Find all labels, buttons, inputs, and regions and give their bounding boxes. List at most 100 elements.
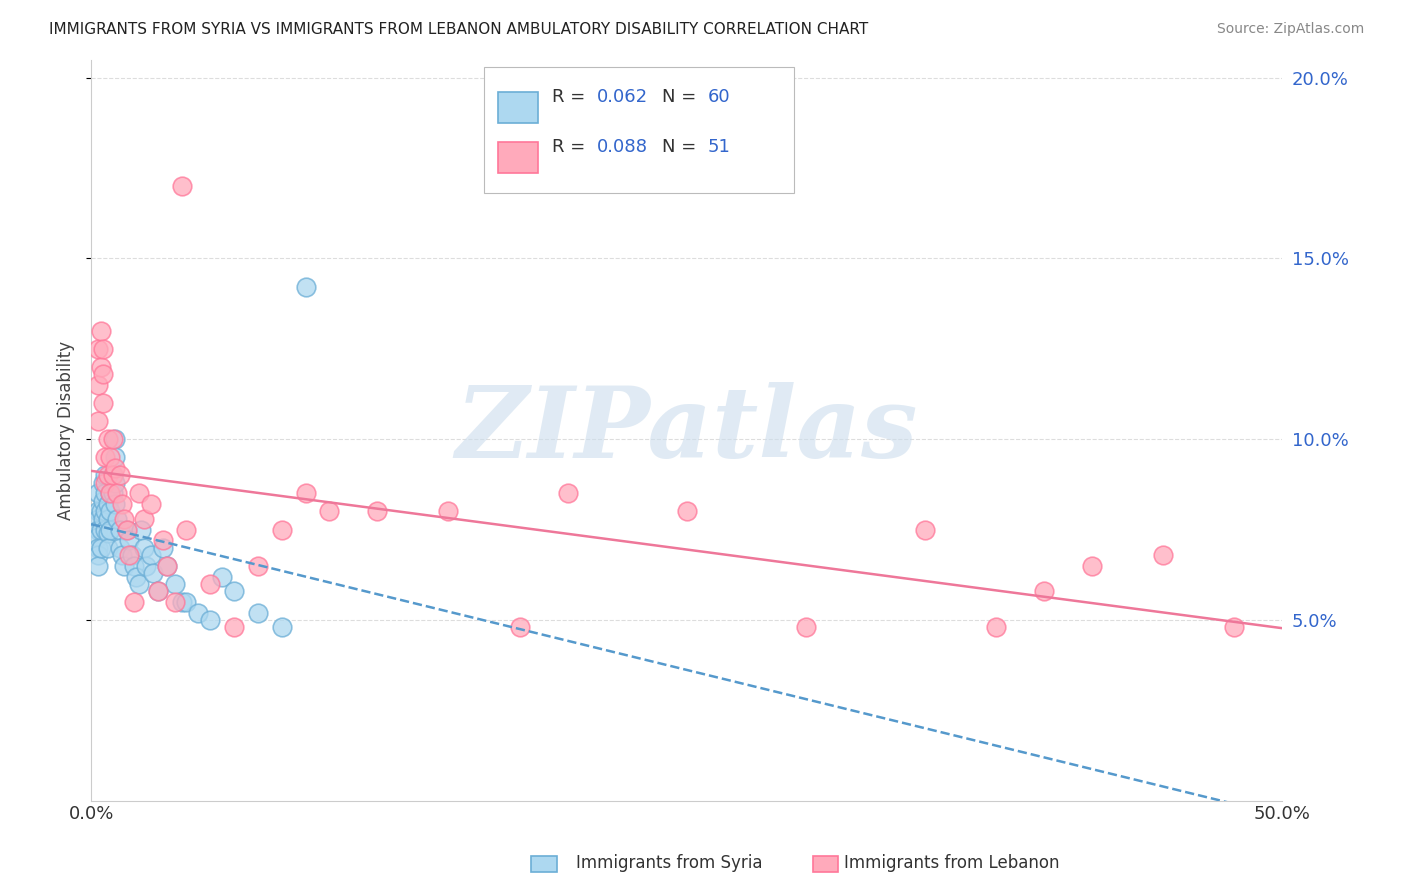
Point <box>87 558 110 573</box>
Point <box>87 530 110 544</box>
Text: R =: R = <box>553 138 591 156</box>
Point <box>115 523 138 537</box>
Point <box>794 620 817 634</box>
Point <box>170 179 193 194</box>
Point <box>105 511 128 525</box>
Point <box>97 497 120 511</box>
Point <box>152 541 174 555</box>
Point <box>104 432 127 446</box>
Point <box>94 468 117 483</box>
Point <box>122 558 145 573</box>
Point <box>91 475 114 490</box>
Point <box>94 523 117 537</box>
Point <box>1080 558 1102 573</box>
Point <box>170 595 193 609</box>
Point <box>114 511 136 525</box>
Point <box>97 468 120 483</box>
Point <box>270 620 292 634</box>
Point <box>132 541 155 555</box>
FancyBboxPatch shape <box>484 67 794 193</box>
Point <box>366 504 388 518</box>
Text: 60: 60 <box>709 87 731 105</box>
Point <box>97 432 120 446</box>
Point <box>87 511 110 525</box>
Point <box>91 396 114 410</box>
Point <box>101 468 124 483</box>
Point <box>87 523 110 537</box>
Point <box>94 450 117 465</box>
Point <box>90 541 112 555</box>
Point <box>104 475 127 490</box>
Point <box>176 595 198 609</box>
Point <box>122 595 145 609</box>
Point <box>509 620 531 634</box>
Point <box>163 576 186 591</box>
Point <box>98 504 121 518</box>
FancyBboxPatch shape <box>531 856 557 872</box>
Point <box>87 548 110 562</box>
Point <box>118 548 141 562</box>
Point <box>98 450 121 465</box>
Text: Immigrants from Lebanon: Immigrants from Lebanon <box>844 855 1059 872</box>
Point <box>152 533 174 548</box>
Point <box>108 468 131 483</box>
Point <box>94 486 117 500</box>
Text: 0.062: 0.062 <box>598 87 648 105</box>
Point <box>200 613 222 627</box>
Point <box>87 414 110 428</box>
Point <box>98 486 121 500</box>
Point <box>104 497 127 511</box>
Point <box>104 461 127 475</box>
Point <box>139 497 162 511</box>
Point <box>986 620 1008 634</box>
Point <box>101 486 124 500</box>
Point <box>187 606 209 620</box>
Point <box>675 504 697 518</box>
Point <box>97 526 120 541</box>
Point <box>222 620 245 634</box>
Point <box>142 566 165 580</box>
Point <box>125 569 148 583</box>
Point <box>101 432 124 446</box>
Point <box>200 576 222 591</box>
Text: N =: N = <box>662 138 702 156</box>
Point <box>91 493 114 508</box>
Point <box>98 523 121 537</box>
Text: Immigrants from Syria: Immigrants from Syria <box>576 855 763 872</box>
Point <box>87 378 110 392</box>
Point <box>91 367 114 381</box>
Point <box>1032 584 1054 599</box>
Text: N =: N = <box>662 87 702 105</box>
Text: 51: 51 <box>709 138 731 156</box>
FancyBboxPatch shape <box>499 142 537 173</box>
Point <box>129 523 152 537</box>
Point <box>146 584 169 599</box>
Point <box>87 504 110 518</box>
Point <box>437 504 460 518</box>
Y-axis label: Ambulatory Disability: Ambulatory Disability <box>58 341 75 520</box>
Point <box>94 475 117 490</box>
Text: ZIPatlas: ZIPatlas <box>456 382 918 478</box>
Text: 0.088: 0.088 <box>598 138 648 156</box>
Point <box>1152 548 1174 562</box>
Point <box>914 523 936 537</box>
Point <box>87 486 110 500</box>
Point <box>121 548 143 562</box>
Point <box>111 548 134 562</box>
Point <box>176 523 198 537</box>
Point <box>118 533 141 548</box>
Text: Source: ZipAtlas.com: Source: ZipAtlas.com <box>1216 22 1364 37</box>
Point <box>104 450 127 465</box>
FancyBboxPatch shape <box>813 856 838 872</box>
Point <box>318 504 340 518</box>
Point <box>294 486 316 500</box>
Point <box>163 595 186 609</box>
Point <box>246 558 269 573</box>
Point <box>90 324 112 338</box>
Point <box>132 511 155 525</box>
Point <box>101 468 124 483</box>
Point <box>97 511 120 525</box>
Point <box>128 486 150 500</box>
Point <box>98 486 121 500</box>
Point <box>156 558 179 573</box>
